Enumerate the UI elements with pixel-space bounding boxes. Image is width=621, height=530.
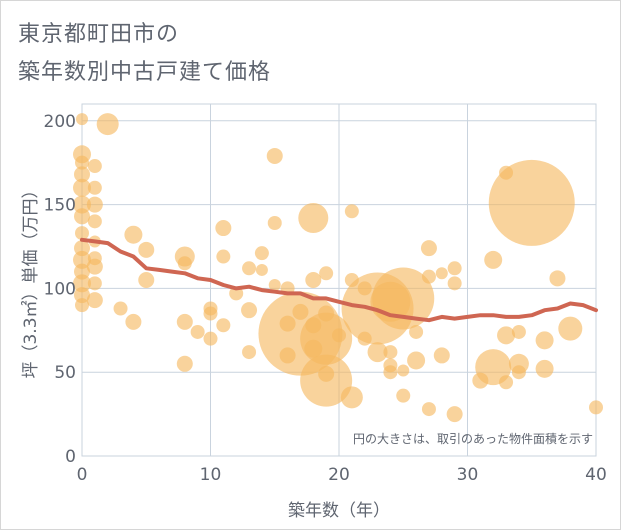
bubble-point: [177, 256, 192, 271]
bubble-point: [241, 302, 258, 319]
bubble-point: [74, 208, 90, 225]
bubble-point: [267, 216, 282, 231]
bubble-point: [447, 261, 462, 276]
bubble-point: [549, 270, 566, 287]
x-tick-label: 0: [77, 465, 88, 485]
bubble-point: [74, 166, 90, 183]
bubble-point: [216, 249, 231, 264]
bubble-point: [421, 402, 436, 417]
bubble-point: [497, 326, 516, 345]
bubble-point: [96, 113, 119, 136]
bubble-point: [407, 351, 426, 370]
bubble-point: [87, 276, 102, 291]
bubble-point: [138, 272, 155, 288]
x-tick-label: 40: [585, 465, 607, 485]
bubble-point: [242, 261, 257, 276]
bubble-point: [73, 178, 91, 197]
x-tick-label: 30: [457, 465, 479, 485]
chart-title-line1: 東京都町田市の: [18, 22, 180, 47]
bubble-point: [340, 386, 363, 409]
bubble-point: [305, 272, 322, 288]
bubble-point: [255, 263, 268, 276]
bubble-point: [75, 155, 89, 170]
bubble-point: [138, 241, 155, 258]
bubble-point: [87, 214, 102, 229]
bubble-point: [409, 324, 424, 339]
bubble-point: [446, 406, 463, 423]
bubble-point: [266, 147, 283, 164]
bubble-point: [435, 267, 448, 280]
bubble-point: [484, 250, 503, 269]
bubble-point: [113, 301, 128, 316]
bubble-size-note: 円の大きさは、取引のあった物件面積を示す: [353, 431, 593, 446]
bubble-point: [75, 226, 89, 241]
bubble-point: [433, 347, 450, 364]
bubble-point: [73, 274, 91, 293]
bubble-point: [242, 345, 257, 360]
trend-line: [80, 237, 598, 323]
chart-title-line2: 築年数別中古戸建て価格: [18, 60, 272, 85]
bubble-point: [215, 220, 232, 237]
x-axis-label: 築年数（年）: [288, 501, 390, 521]
bubble-point: [268, 279, 281, 292]
bubble-point: [203, 331, 218, 346]
bubble-point: [73, 250, 91, 269]
x-tick-label: 10: [200, 465, 222, 485]
bubble-point: [589, 400, 603, 415]
bubble-point: [76, 113, 88, 126]
bubble-point: [332, 328, 346, 343]
y-tick-label: 150: [44, 196, 76, 216]
bubble-point: [535, 331, 554, 350]
bubble-point: [558, 316, 583, 341]
bubble-point: [383, 365, 398, 380]
y-tick-label: 200: [44, 112, 76, 132]
y-axis-label: 坪（3.3㎡）単価（万円）: [21, 181, 41, 378]
y-tick-label: 50: [54, 363, 76, 383]
bubble-point: [511, 365, 526, 380]
bubble-point: [86, 196, 103, 213]
bubble-point: [499, 375, 514, 390]
bubble-point: [87, 159, 102, 174]
bubble-point: [421, 269, 436, 284]
bubble-point: [86, 292, 103, 309]
trend-line-group: [80, 237, 598, 323]
bubble-point: [216, 318, 231, 333]
bubble-point: [396, 388, 411, 403]
bubble-point: [292, 303, 309, 320]
bubble-point: [176, 313, 193, 330]
bubble-point: [397, 364, 410, 377]
y-tick-label: 100: [44, 279, 76, 299]
bubble-point: [344, 204, 359, 219]
bubble-point: [447, 276, 462, 291]
bubble-point: [203, 306, 218, 321]
bubble-point: [511, 324, 526, 339]
bubble-point: [383, 345, 398, 360]
bubble-point: [125, 313, 142, 330]
bubble-point: [298, 202, 329, 233]
bubble-point: [488, 159, 575, 246]
bubble-point: [74, 287, 90, 304]
tick-labels: 0 10 20 30 40 0 50 100 150 200: [44, 112, 607, 485]
bubble-point: [75, 298, 89, 313]
bubble-point: [87, 180, 102, 195]
bubble-point: [367, 342, 388, 363]
bubble-point: [318, 365, 335, 382]
bubble-point: [190, 324, 205, 339]
bubble-point: [176, 355, 193, 372]
bubble-point: [300, 312, 353, 365]
bubble-point: [420, 240, 437, 257]
bubble-point: [319, 266, 334, 281]
x-tick-label: 20: [328, 465, 350, 485]
bubble-point: [475, 349, 512, 386]
bubble-point: [535, 359, 554, 378]
bubble-point: [86, 258, 103, 275]
y-tick-label: 0: [65, 447, 76, 467]
bubble-point: [124, 225, 143, 244]
bubble-point: [254, 246, 269, 261]
bubble-point: [73, 195, 91, 214]
